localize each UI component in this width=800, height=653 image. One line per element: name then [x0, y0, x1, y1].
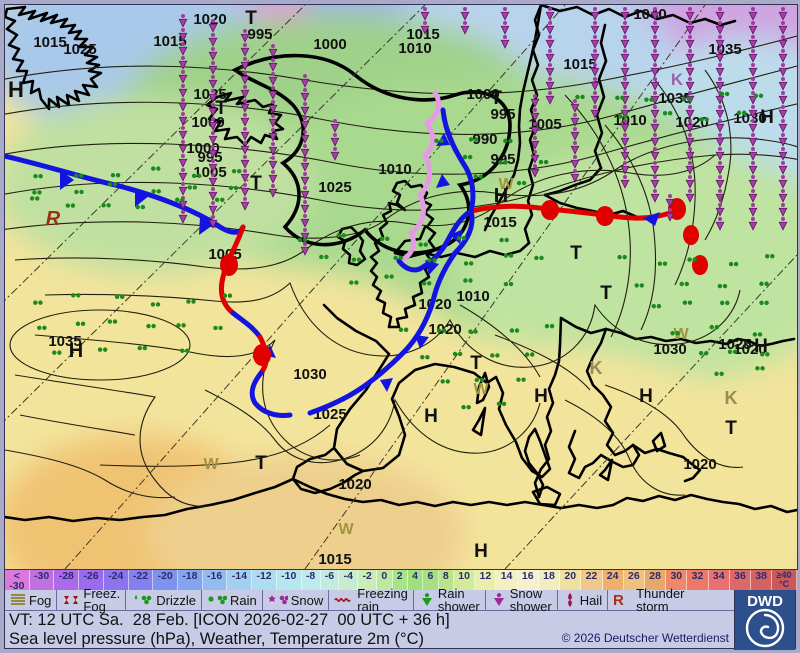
svg-text:R: R [613, 592, 624, 608]
svg-text:DWD: DWD [747, 593, 783, 610]
